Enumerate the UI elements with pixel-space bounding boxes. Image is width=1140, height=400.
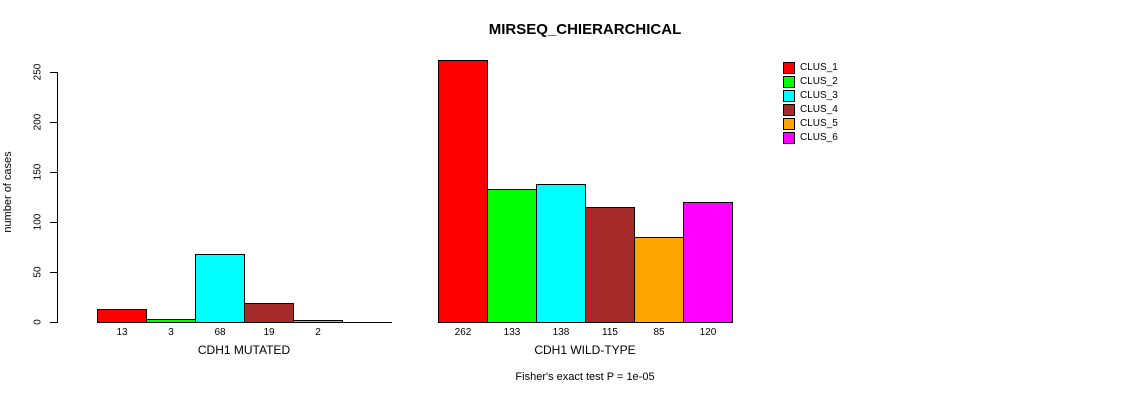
legend-swatch-icon: [783, 76, 795, 88]
bar-value-label: 120: [699, 327, 717, 338]
group-axis-label: CDH1 WILD-TYPE: [534, 343, 636, 357]
y-axis-tick-label: 0: [32, 319, 44, 325]
bar-value-label: 138: [552, 327, 570, 338]
legend-item: CLUS_3: [783, 90, 838, 102]
legend-item: CLUS_5: [783, 118, 838, 130]
bar-value-label: 2: [315, 327, 321, 338]
legend-item: CLUS_2: [783, 76, 838, 88]
bar-value-label: 3: [168, 327, 174, 338]
bar-CLUS_5: [293, 320, 343, 323]
y-axis-tick-label: 250: [32, 63, 44, 81]
y-axis-tick: [50, 122, 57, 123]
bar-CLUS_2: [487, 189, 537, 323]
bar-value-label: 19: [263, 327, 275, 338]
y-axis-tick: [50, 222, 57, 223]
bar-CLUS_3: [195, 254, 245, 323]
legend-swatch-icon: [783, 132, 795, 144]
bar-value-label: 13: [116, 327, 128, 338]
bar-value-label: 133: [503, 327, 521, 338]
y-axis-tick: [50, 322, 57, 323]
y-axis-tick: [50, 72, 57, 73]
bar-CLUS_6: [683, 202, 733, 323]
legend-item: CLUS_4: [783, 104, 838, 116]
legend-label: CLUS_5: [800, 118, 838, 129]
legend-label: CLUS_2: [800, 76, 838, 87]
bar-CLUS_2: [146, 319, 196, 323]
bar-CLUS_1: [97, 309, 147, 323]
legend-swatch-icon: [783, 62, 795, 74]
y-axis-tick: [50, 172, 57, 173]
bar-value-label: 262: [454, 327, 472, 338]
bar-CLUS_5: [634, 237, 684, 323]
fisher-test-annotation: Fisher's exact test P = 1e-05: [515, 371, 655, 383]
legend-item: CLUS_1: [783, 62, 838, 74]
bar-CLUS_4: [585, 207, 635, 323]
bar-value-label: 68: [214, 327, 226, 338]
y-axis-tick-label: 50: [32, 266, 44, 278]
bar-CLUS_4: [244, 303, 294, 323]
bar-CLUS_3: [536, 184, 586, 323]
bar-CLUS_1: [438, 60, 488, 323]
chart-title: MIRSEQ_CHIERARCHICAL: [488, 21, 682, 38]
legend-label: CLUS_6: [800, 132, 838, 143]
y-axis-tick-label: 100: [32, 213, 44, 231]
legend-label: CLUS_3: [800, 90, 838, 101]
y-axis-line: [57, 72, 58, 323]
y-axis-tick: [50, 272, 57, 273]
legend-swatch-icon: [783, 104, 795, 116]
legend-swatch-icon: [783, 90, 795, 102]
legend-label: CLUS_4: [800, 104, 838, 115]
legend: CLUS_1 CLUS_2 CLUS_3 CLUS_4 CLUS_5 CLUS_6: [783, 62, 838, 144]
legend-item: CLUS_6: [783, 132, 838, 144]
legend-swatch-icon: [783, 118, 795, 130]
group-axis-label: CDH1 MUTATED: [197, 343, 291, 357]
bar-value-label: 85: [653, 327, 665, 338]
y-axis-tick-label: 150: [32, 163, 44, 181]
bar-value-label: 115: [602, 327, 618, 338]
legend-label: CLUS_1: [800, 62, 838, 73]
y-axis-tick-label: 200: [32, 113, 44, 131]
